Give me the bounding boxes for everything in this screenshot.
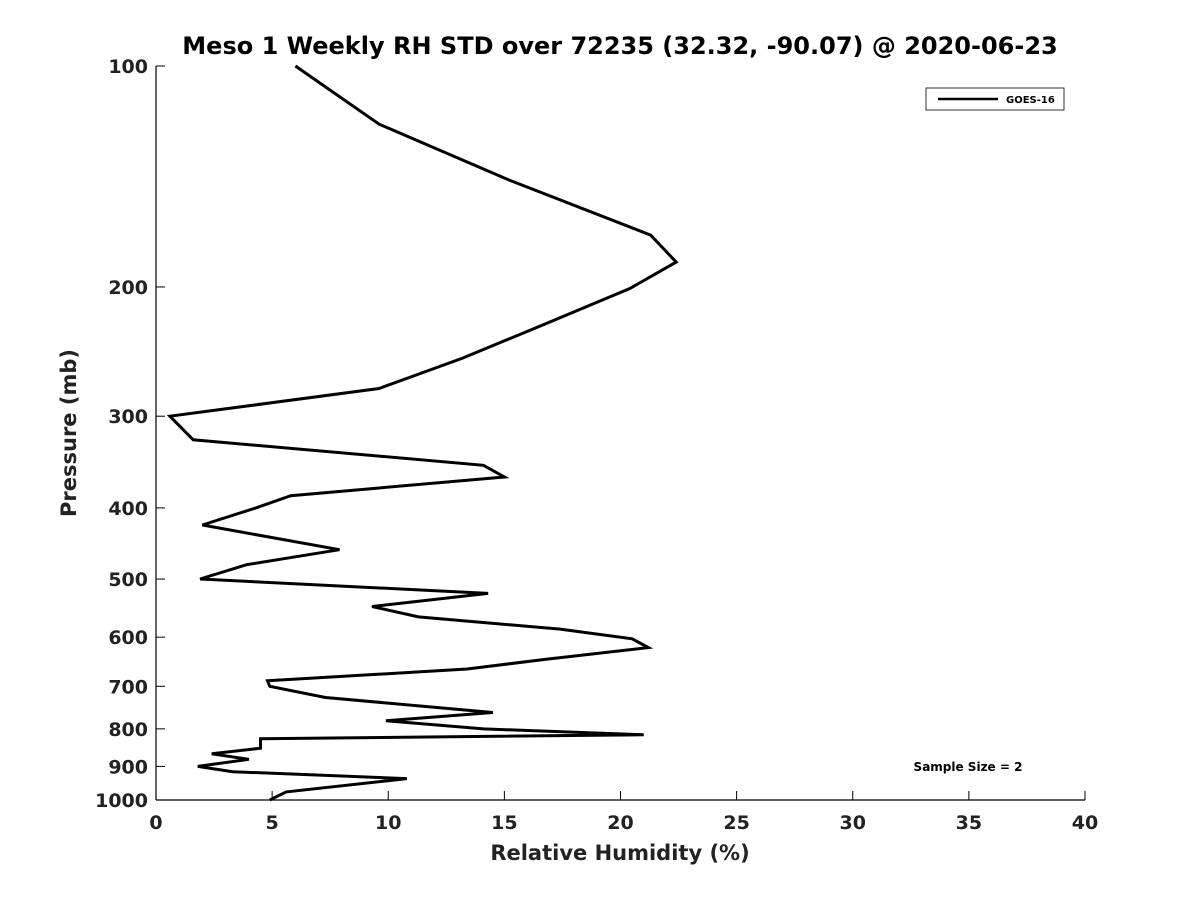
y-ticks: 100 200 300 400 500 600 700 800 900 1000 — [95, 56, 165, 812]
legend-label-goes-16: GOES-16 — [1006, 95, 1055, 106]
y-tick-label: 700 — [108, 676, 148, 698]
x-tick-label: 20 — [607, 812, 633, 834]
chart-title: Meso 1 Weekly RH STD over 72235 (32.32, … — [182, 32, 1057, 60]
y-tick-label: 100 — [108, 56, 148, 78]
y-axis-label: Pressure (mb) — [57, 349, 81, 517]
sample-size-annotation: Sample Size = 2 — [914, 760, 1023, 774]
y-tick-label: 500 — [108, 569, 148, 591]
y-tick-label: 200 — [108, 277, 148, 299]
x-tick-label: 15 — [491, 812, 517, 834]
series-line-goes-16 — [166, 64, 679, 802]
x-tick-label: 30 — [840, 812, 866, 834]
x-tick-label: 35 — [956, 812, 982, 834]
x-tick-label: 5 — [266, 812, 279, 834]
series-group — [166, 64, 679, 802]
x-tick-label: 40 — [1072, 812, 1098, 834]
y-tick-label: 900 — [108, 756, 148, 778]
y-tick-label: 400 — [108, 498, 148, 520]
x-axis-label: Relative Humidity (%) — [490, 841, 749, 865]
x-tick-label: 0 — [149, 812, 162, 834]
legend: GOES-16 — [925, 87, 1065, 111]
x-ticks: 0 5 10 15 20 25 30 35 40 — [149, 791, 1098, 834]
plot-area: 0 5 10 15 20 25 30 35 40 100 200 300 400 500 600 700 80… — [95, 56, 1098, 834]
y-tick-label: 800 — [108, 719, 148, 741]
x-tick-label: 25 — [723, 812, 749, 834]
y-tick-label: 600 — [108, 627, 148, 649]
y-tick-label: 1000 — [95, 790, 148, 812]
y-tick-label: 300 — [108, 406, 148, 428]
x-tick-label: 10 — [375, 812, 401, 834]
